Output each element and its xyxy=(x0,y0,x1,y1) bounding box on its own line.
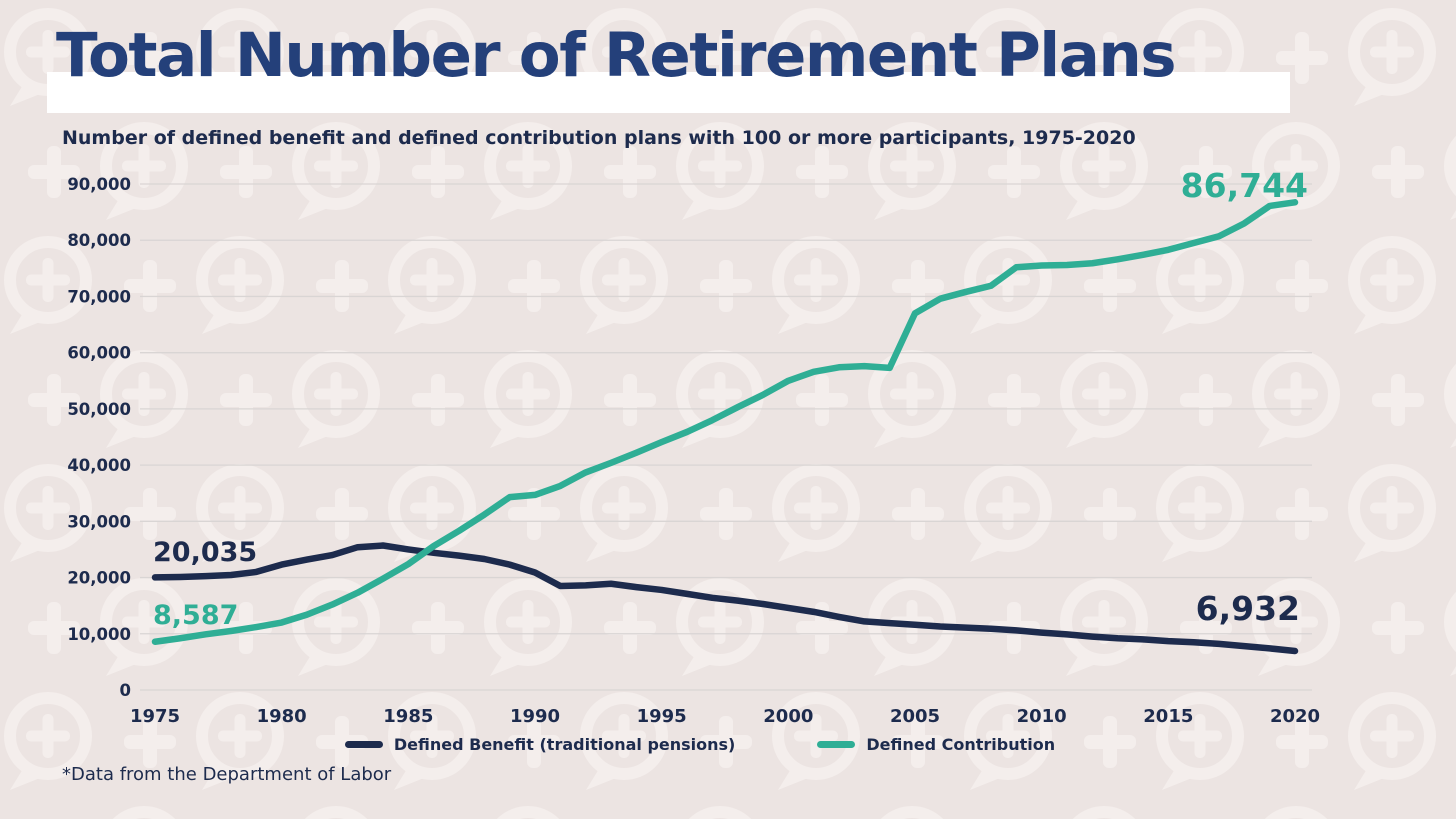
legend-item-defined-benefit: Defined Benefit (traditional pensions) xyxy=(344,735,736,754)
grid-layer xyxy=(140,183,1312,691)
title-highlight-band xyxy=(47,72,1290,113)
x-axis-label: 2015 xyxy=(1143,706,1193,727)
defined-benefit-start-value: 20,035 xyxy=(153,537,257,568)
y-axis-label: 50,000 xyxy=(67,400,131,419)
x-axis-label: 1985 xyxy=(383,706,433,727)
y-axis-label: 30,000 xyxy=(67,512,131,531)
defined-contribution-start-value: 8,587 xyxy=(153,600,238,631)
y-axis-label: 0 xyxy=(120,681,131,700)
x-axis-label: 1995 xyxy=(637,706,687,727)
y-axis-label: 20,000 xyxy=(67,569,131,588)
defined-benefit-swatch xyxy=(344,741,383,748)
source-footnote: *Data from the Department of Labor xyxy=(62,764,392,785)
series-line-defined-contribution xyxy=(151,199,1299,645)
defined-benefit-end-value: 6,932 xyxy=(1196,589,1300,628)
defined-contribution-end-value: 86,744 xyxy=(1181,166,1308,205)
x-axis-label: 2010 xyxy=(1017,706,1067,727)
y-axis-label: 60,000 xyxy=(67,344,131,363)
y-axis-label: 80,000 xyxy=(67,231,131,250)
series-line-defined-benefit-traditional-pensions xyxy=(151,542,1299,655)
y-axis-label: 70,000 xyxy=(67,287,131,306)
x-axis-label: 1990 xyxy=(510,706,560,727)
x-axis-label: 2000 xyxy=(763,706,813,727)
x-axis-label: 2005 xyxy=(890,706,940,727)
y-axis-label: 40,000 xyxy=(67,456,131,475)
chart-legend: Defined Benefit (traditional pensions) D… xyxy=(0,735,1428,754)
defined-contribution-legend-label: Defined Contribution xyxy=(866,735,1056,754)
x-axis-label: 1980 xyxy=(257,706,307,727)
y-axis-label: 90,000 xyxy=(67,175,131,194)
series-layer xyxy=(151,199,1299,655)
y-axis-label: 10,000 xyxy=(67,625,131,644)
x-axis-label: 1975 xyxy=(130,706,180,727)
chart-subtitle: Number of defined benefit and defined co… xyxy=(62,127,1136,149)
defined-contribution-swatch xyxy=(817,741,856,748)
page-title: Total Number of Retirement Plans xyxy=(56,20,1177,91)
defined-benefit-legend-label: Defined Benefit (traditional pensions) xyxy=(393,735,736,754)
x-axis-label: 2020 xyxy=(1270,706,1320,727)
legend-item-defined-contribution: Defined Contribution xyxy=(817,735,1055,754)
axis-layer: 0 10,000 20,000 30,000 40,000 50,000 60,000 70,… xyxy=(67,175,1320,727)
